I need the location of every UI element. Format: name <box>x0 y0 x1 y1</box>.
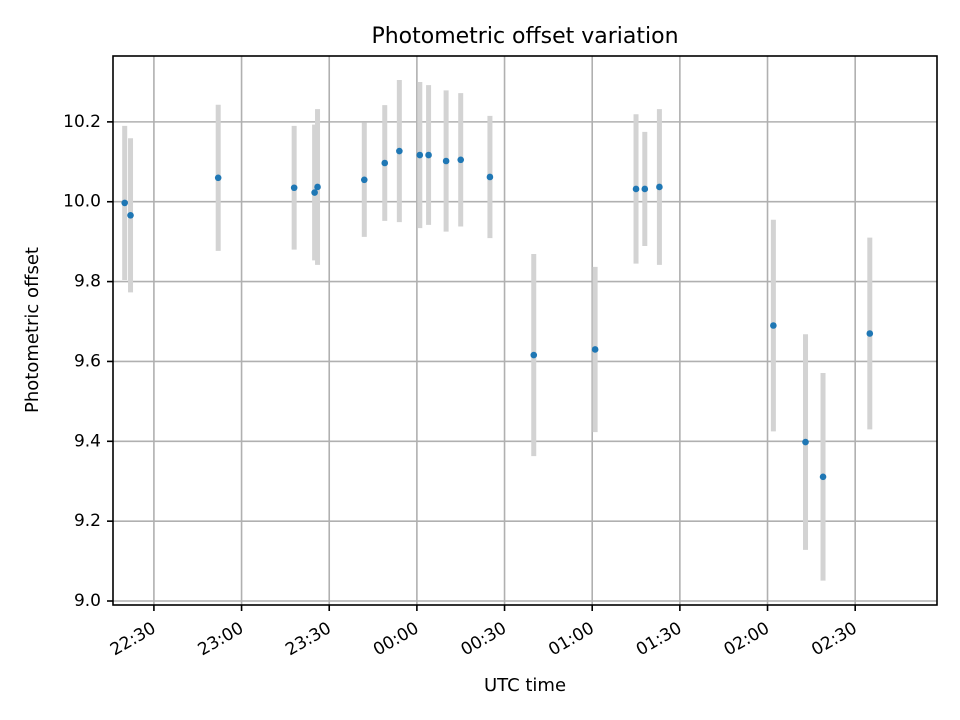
data-point <box>591 346 599 353</box>
data-point <box>632 185 640 193</box>
x-tick-label: 01:30 <box>633 618 685 660</box>
y-tick-label: 9.6 <box>74 351 101 371</box>
data-point <box>641 185 649 193</box>
y-tick-label: 10.2 <box>63 112 101 132</box>
data-point <box>360 176 368 184</box>
data-point <box>530 351 538 359</box>
grid <box>113 56 937 605</box>
data-point <box>416 151 424 159</box>
data-point <box>770 322 777 329</box>
data-point <box>442 157 450 165</box>
data-point <box>866 330 874 337</box>
data-point <box>425 151 432 159</box>
x-tick-label: 01:00 <box>545 618 597 660</box>
chart-title: Photometric offset variation <box>371 24 678 49</box>
data-point <box>396 147 403 155</box>
x-tick-label: 00:30 <box>458 618 510 660</box>
data-point <box>656 183 663 191</box>
data-point <box>457 156 465 164</box>
data-point <box>802 438 809 446</box>
data-points <box>121 147 874 481</box>
data-point <box>381 159 389 167</box>
data-point <box>819 473 827 481</box>
error-bars <box>122 79 873 581</box>
y-tick-label: 9.4 <box>74 431 101 451</box>
data-point <box>214 174 222 182</box>
y-tick-label: 9.0 <box>74 591 101 611</box>
y-tick-label: 10.0 <box>63 192 101 212</box>
x-axis-label: UTC time <box>484 675 566 696</box>
plot-frame <box>112 55 938 606</box>
x-tick-label: 23:00 <box>195 618 247 660</box>
x-tick-label: 02:00 <box>721 618 773 660</box>
data-point <box>486 173 494 181</box>
data-point <box>121 199 128 207</box>
data-point <box>311 189 318 196</box>
data-point <box>290 184 298 192</box>
data-point <box>314 183 321 191</box>
x-tick-label: 23:30 <box>282 618 334 660</box>
x-tick-label: 02:30 <box>808 618 860 660</box>
x-tick-label: 00:00 <box>370 618 422 660</box>
x-tick-label: 22:30 <box>107 618 159 660</box>
y-tick-label: 9.8 <box>74 272 101 292</box>
y-tick-label: 9.2 <box>74 511 101 531</box>
y-axis-label: Photometric offset <box>22 247 43 413</box>
data-point <box>127 212 134 219</box>
